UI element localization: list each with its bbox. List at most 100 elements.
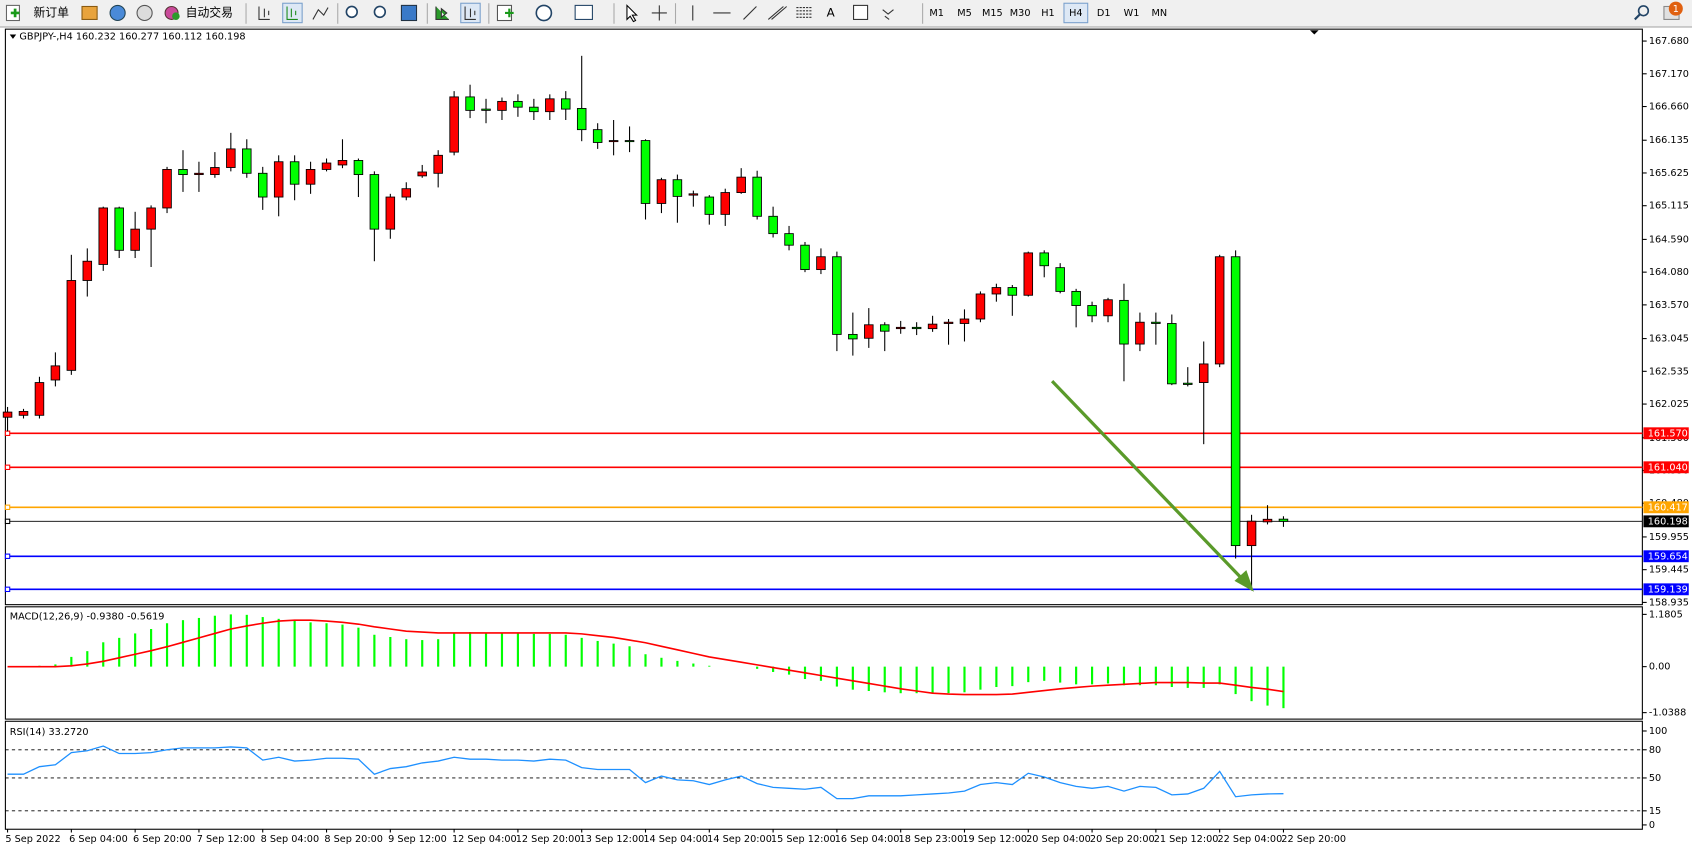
level-label-box — [1643, 461, 1689, 474]
macd-panel — [4, 606, 1643, 720]
candle-body — [991, 287, 1002, 295]
x-tick-label: 16 Sep 04:00 — [835, 834, 900, 845]
level-label-box — [1643, 427, 1689, 440]
timeframe-button[interactable]: D1 — [1097, 8, 1111, 19]
macd-bar — [277, 618, 280, 667]
icon[interactable] — [882, 9, 894, 20]
macd-bar — [118, 637, 121, 667]
candle-body — [1135, 321, 1145, 345]
candle-body — [848, 333, 858, 340]
macd-bar — [628, 646, 631, 667]
y-tick-label: 162.535 — [1649, 366, 1689, 377]
macd-bar — [213, 615, 216, 667]
macd-bar — [1059, 666, 1062, 683]
candle-body — [114, 207, 124, 251]
timeframe-button[interactable]: W1 — [1124, 8, 1140, 19]
macd-bar — [421, 640, 424, 667]
icon[interactable] — [535, 4, 553, 22]
icon[interactable] — [136, 4, 153, 22]
x-tick-label: 6 Sep 20:00 — [133, 834, 192, 845]
icon[interactable] — [651, 5, 667, 21]
icon[interactable] — [109, 4, 126, 22]
notifications[interactable]: 1 — [1663, 1, 1683, 20]
timeframe-button[interactable]: M15 — [982, 8, 1003, 19]
toolbar — [0, 0, 1692, 27]
macd-bar — [1282, 666, 1285, 709]
symbol-menu[interactable] — [9, 34, 17, 39]
x-tick-label: 14 Sep 20:00 — [707, 834, 772, 845]
macd-bar — [484, 632, 488, 667]
macd-bar — [883, 666, 886, 693]
macd-bar — [1090, 666, 1094, 685]
candle-body — [210, 167, 220, 176]
y-tick-label: 15 — [1649, 806, 1661, 817]
macd-bar — [437, 639, 440, 667]
icon[interactable] — [81, 5, 98, 20]
candle-body — [832, 256, 842, 335]
icon[interactable] — [373, 5, 387, 19]
candle-body — [98, 207, 108, 265]
auto-trading-button[interactable]: 自动交易 — [164, 5, 233, 20]
macd-bar — [1170, 666, 1173, 688]
icon[interactable]: A — [827, 5, 836, 19]
x-tick-label: 20 Sep 20:00 — [1090, 834, 1155, 845]
x-tick-label: 9 Sep 12:00 — [388, 834, 447, 845]
macd-bar — [644, 654, 647, 667]
timeframe-button[interactable]: M5 — [957, 8, 972, 19]
macd-bar — [70, 656, 73, 667]
timeframe-button[interactable]: H1 — [1041, 8, 1054, 19]
timeframe-button[interactable]: H4 — [1069, 8, 1082, 19]
candle-body — [353, 160, 364, 176]
icon[interactable] — [743, 6, 757, 20]
y-tick-label: 50 — [1649, 773, 1661, 784]
candle-body — [162, 169, 172, 209]
icon[interactable] — [258, 6, 270, 20]
icon[interactable] — [853, 4, 869, 20]
icon[interactable] — [767, 6, 788, 20]
candle-body — [1262, 518, 1273, 523]
icon[interactable] — [626, 4, 638, 23]
macd-bar — [405, 639, 408, 667]
x-tick-label: 15 Sep 12:00 — [771, 834, 836, 845]
macd-bar — [708, 665, 711, 667]
new-order-button[interactable]: 新订单 — [5, 4, 69, 22]
candle-body — [1198, 363, 1209, 383]
level-label-box — [1643, 501, 1689, 514]
y-tick-label: 1.1805 — [1649, 609, 1683, 620]
notification-count: 1 — [1673, 4, 1679, 15]
search-icon[interactable] — [1637, 5, 1650, 17]
icon[interactable] — [796, 7, 812, 18]
macd-bar — [1043, 666, 1046, 681]
x-tick-label: 8 Sep 20:00 — [324, 834, 383, 845]
chart-shift-marker[interactable] — [1310, 30, 1319, 35]
icon[interactable] — [345, 5, 358, 19]
candle-body — [50, 365, 61, 381]
macd-bar — [819, 666, 823, 681]
icon[interactable] — [312, 7, 329, 20]
candle-body — [927, 323, 938, 330]
candle-body — [433, 154, 443, 174]
icon[interactable] — [574, 4, 593, 20]
macd-bar — [692, 663, 695, 667]
timeframe-button[interactable]: MN — [1152, 8, 1168, 19]
macd-bar — [261, 617, 264, 667]
candle-body — [242, 148, 252, 174]
macd-bar — [899, 666, 902, 694]
plot: 167.680 167.170 166.660 166.135 165.625 165.1… — [2, 36, 1689, 845]
macd-bar — [1138, 666, 1141, 686]
candle-body — [624, 140, 635, 143]
candle-body — [226, 148, 236, 168]
x-tick-label: 8 Sep 04:00 — [261, 834, 320, 845]
icon[interactable] — [400, 4, 418, 22]
y-tick-label: 165.115 — [1649, 201, 1689, 212]
icon[interactable] — [435, 6, 449, 20]
macd-bar — [197, 617, 201, 667]
y-tick-label: 159.445 — [1649, 565, 1689, 576]
x-tick-label: 20 Sep 04:00 — [1026, 834, 1091, 845]
timeframe-button[interactable]: M30 — [1010, 8, 1031, 19]
timeframe-button[interactable]: M1 — [929, 8, 944, 19]
macd-panel-label: MACD(12,26,9) -0.9380 -0.5619 — [10, 612, 165, 623]
signal-line — [7, 619, 1284, 696]
rsi-panel-label: RSI(14) 33.2720 — [10, 727, 89, 738]
